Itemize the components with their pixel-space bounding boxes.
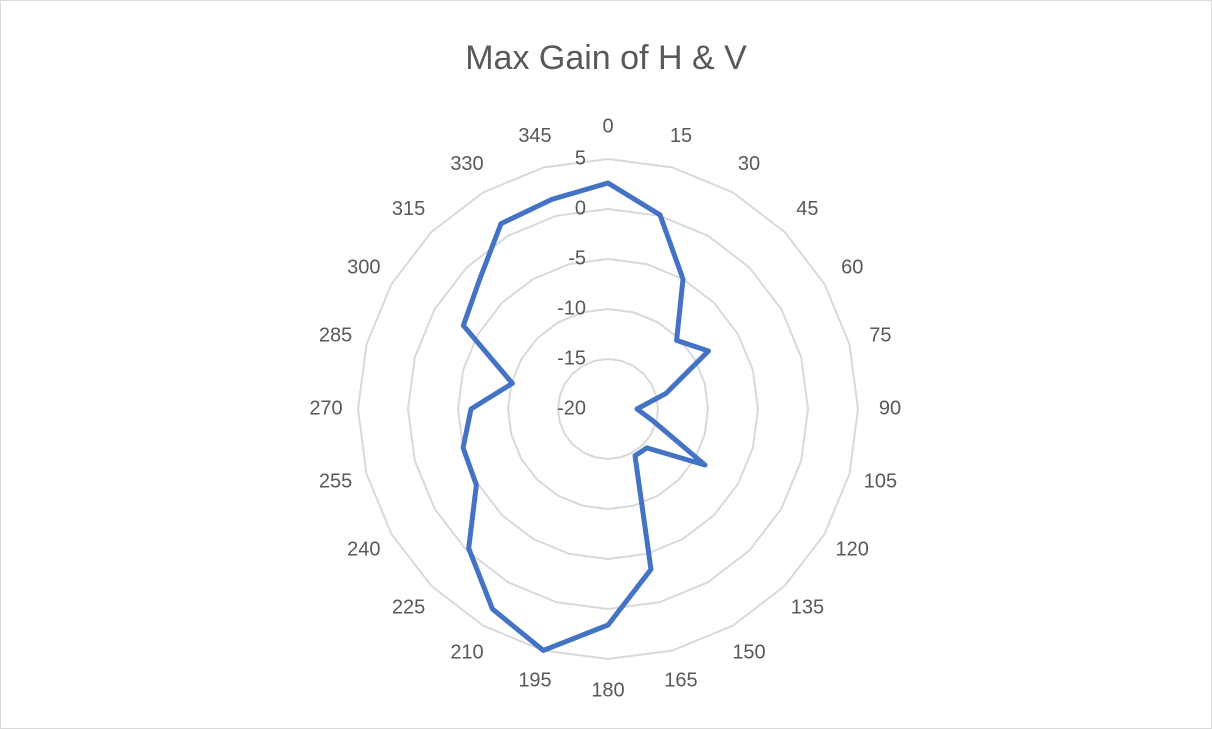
grid-ring: [356, 157, 860, 661]
angle-label: 60: [841, 256, 863, 278]
angle-label: 105: [864, 470, 897, 492]
angle-label: 120: [836, 538, 869, 560]
angle-label: 180: [591, 679, 624, 701]
angle-label: 345: [518, 125, 551, 147]
angle-label: 240: [347, 538, 380, 560]
grid-ring: [406, 207, 810, 611]
radial-tick-label: -20: [557, 397, 586, 419]
angle-label: 210: [450, 642, 483, 664]
angle-label: 195: [518, 670, 551, 692]
angle-label: 270: [309, 397, 342, 419]
radial-tick-label: -5: [568, 247, 586, 269]
radial-tick-label: -15: [557, 347, 586, 369]
radial-tick-label: 0: [575, 197, 586, 219]
angle-label: 30: [738, 153, 760, 175]
angle-label: 165: [664, 670, 697, 692]
angle-label: 150: [732, 642, 765, 664]
grid-ring: [456, 257, 760, 561]
grid-ring: [506, 307, 710, 511]
angle-label: 135: [791, 597, 824, 619]
angle-label: 75: [869, 324, 891, 346]
angle-label: 45: [796, 198, 818, 220]
angle-label: 225: [392, 597, 425, 619]
angle-label: 0: [602, 115, 613, 137]
series-line: [460, 180, 711, 653]
grid-ring: [556, 357, 660, 461]
angle-label: 90: [879, 397, 901, 419]
radial-tick-label: -10: [557, 297, 586, 319]
angle-label: 300: [347, 256, 380, 278]
angle-label: 330: [450, 153, 483, 175]
radial-tick-label: 5: [575, 147, 586, 169]
angle-label: 15: [670, 125, 692, 147]
angle-label: 315: [392, 198, 425, 220]
chart-title: Max Gain of H & V: [465, 39, 747, 77]
angle-label: 285: [319, 324, 352, 346]
angle-label: 255: [319, 470, 352, 492]
